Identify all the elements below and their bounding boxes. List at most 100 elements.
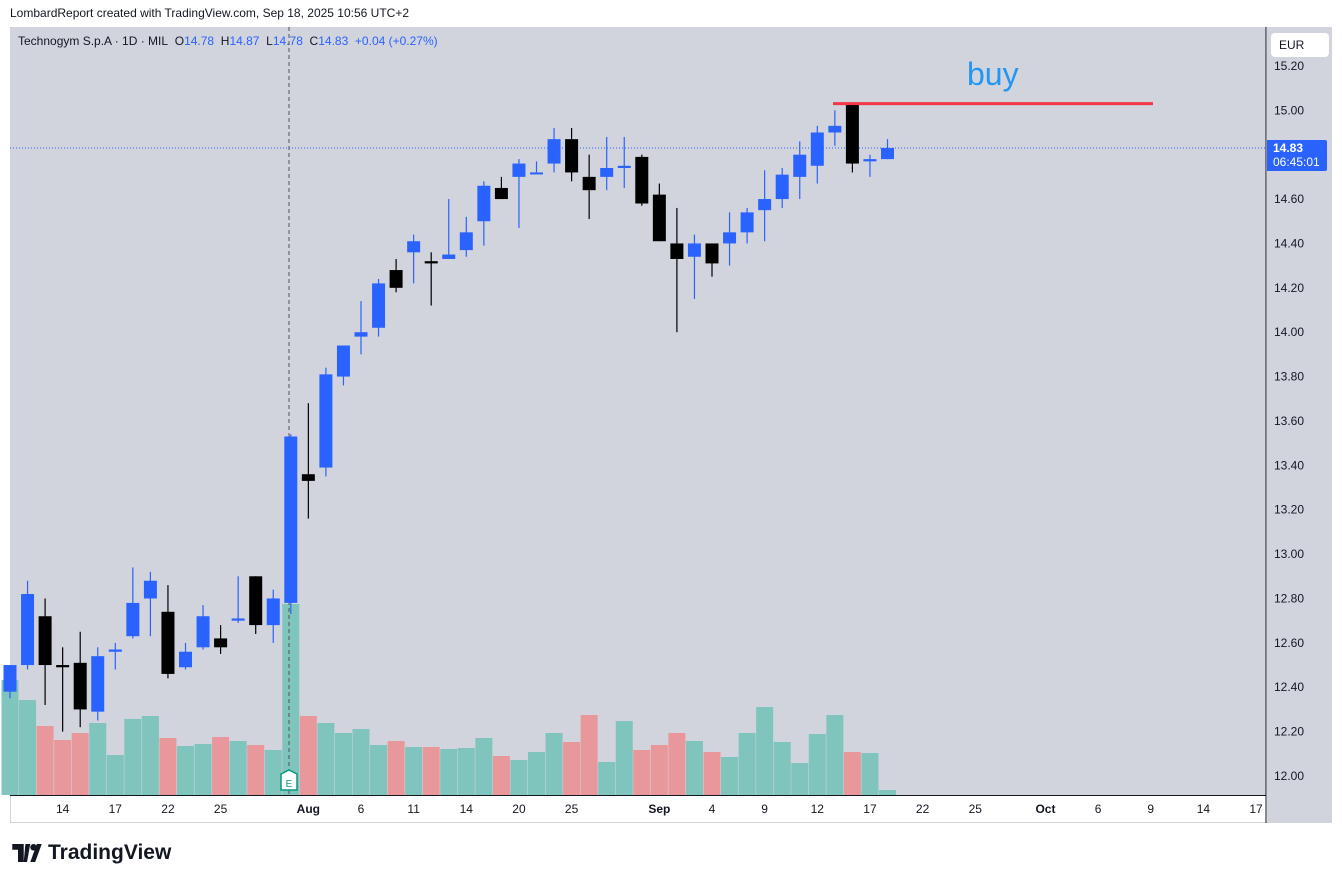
x-tick-label: 6 [1095, 802, 1102, 816]
candle-body [143, 580, 157, 599]
candle-body [494, 187, 508, 200]
candle-body [442, 254, 456, 259]
candle-body [372, 283, 386, 328]
volume-bar [791, 763, 809, 795]
y-tick-label: 13.80 [1274, 370, 1304, 384]
x-tick-label: 14 [1197, 802, 1211, 816]
volume-bar [334, 733, 352, 795]
chart-frame [10, 27, 1332, 823]
x-tick-label: 17 [1249, 802, 1263, 816]
volume-bar [422, 747, 440, 795]
candle-body [91, 656, 105, 712]
candle-body [231, 618, 245, 621]
volume-bar [721, 757, 739, 795]
earnings-marker: E [280, 769, 298, 791]
x-tick-label: 20 [512, 802, 526, 816]
volume-bar [106, 755, 124, 795]
volume-bar [703, 752, 721, 795]
volume-bar [861, 753, 879, 795]
x-tick-label: 25 [969, 802, 983, 816]
candle-body [354, 332, 368, 337]
candle-body [547, 139, 561, 164]
high-value: 14.87 [229, 34, 260, 48]
y-tick-label: 12.40 [1274, 680, 1304, 694]
candle-body [652, 194, 666, 242]
symbol-info[interactable]: Technogym S.p.A · 1D · MIL [18, 34, 169, 48]
candle-body [687, 243, 701, 257]
volume-bar [19, 700, 37, 795]
candle-body [565, 139, 579, 173]
x-tick-label: 9 [1147, 802, 1154, 816]
candle-body [477, 185, 491, 222]
tradingview-logo[interactable]: TradingView [12, 841, 171, 865]
volume-bar [54, 740, 72, 795]
x-tick-label: 25 [214, 802, 228, 816]
tradingview-logo-icon [12, 844, 42, 862]
volume-bar [685, 741, 703, 795]
currency-button[interactable]: EUR [1271, 33, 1329, 57]
candle-body [38, 616, 52, 666]
x-tick-label: Sep [648, 802, 670, 816]
candle-body [582, 176, 596, 191]
x-tick-label: 14 [460, 802, 474, 816]
y-tick-label: 14.40 [1274, 236, 1304, 250]
candle-body [424, 261, 438, 264]
y-tick-label: 13.60 [1274, 414, 1304, 428]
candle-body [740, 212, 754, 233]
x-tick-label: 6 [358, 802, 365, 816]
open-value: 14.78 [184, 34, 215, 48]
y-tick-label: 12.80 [1274, 591, 1304, 605]
volume-bar [668, 733, 686, 795]
earnings-marker-shape [280, 769, 298, 791]
volume-bar [563, 742, 581, 795]
candle-body [810, 132, 824, 166]
volume-bar [492, 756, 510, 795]
volume-bar [440, 749, 458, 795]
change-value: +0.04 (+0.27%) [354, 34, 438, 48]
x-tick-label: 22 [916, 802, 930, 816]
volume-bar [633, 750, 651, 795]
volume-bar [387, 741, 405, 795]
volume-bar [615, 721, 633, 795]
volume-bar [352, 729, 370, 795]
x-tick-label: 4 [709, 802, 716, 816]
x-tick-label: 9 [761, 802, 768, 816]
ohlc-legend: Technogym S.p.A · 1D · MIL O14.78 H14.87… [18, 34, 438, 48]
volume-bar [528, 752, 545, 795]
volume-bar [141, 716, 159, 795]
y-tick-label: 12.00 [1274, 769, 1304, 783]
candle-body [512, 163, 526, 177]
volume-bar [89, 723, 107, 795]
close-value: 14.83 [318, 34, 349, 48]
candle-body [828, 125, 842, 133]
volume-bar [650, 745, 668, 795]
candle-body [56, 665, 70, 668]
buy-annotation[interactable]: buy [967, 56, 1019, 92]
candle-body [284, 436, 298, 603]
y-tick-label: 14.60 [1274, 192, 1304, 206]
y-tick-label: 15.20 [1274, 59, 1304, 73]
bar-countdown: 06:45:01 [1273, 155, 1320, 169]
volume-bar [475, 738, 493, 795]
volume-bar [843, 752, 861, 795]
candle-body [600, 167, 614, 177]
volume-bar [159, 738, 177, 795]
candle-body [389, 270, 403, 288]
candle-body [179, 651, 192, 668]
candle-body [793, 154, 807, 177]
x-tick-label: 12 [811, 802, 825, 816]
candle-body [775, 174, 789, 200]
x-tick-label: Aug [297, 802, 320, 816]
low-value: 14.78 [272, 34, 303, 48]
x-tick-label: 25 [565, 802, 579, 816]
volume-bar [282, 604, 300, 795]
candle-body [319, 374, 333, 468]
candle-body [3, 665, 17, 692]
volume-bar [545, 733, 563, 795]
y-tick-label: 13.00 [1274, 547, 1304, 561]
volume-bar [71, 733, 89, 795]
candle-body [459, 232, 473, 251]
volume-bar [177, 746, 194, 795]
volume-bar [212, 737, 230, 795]
